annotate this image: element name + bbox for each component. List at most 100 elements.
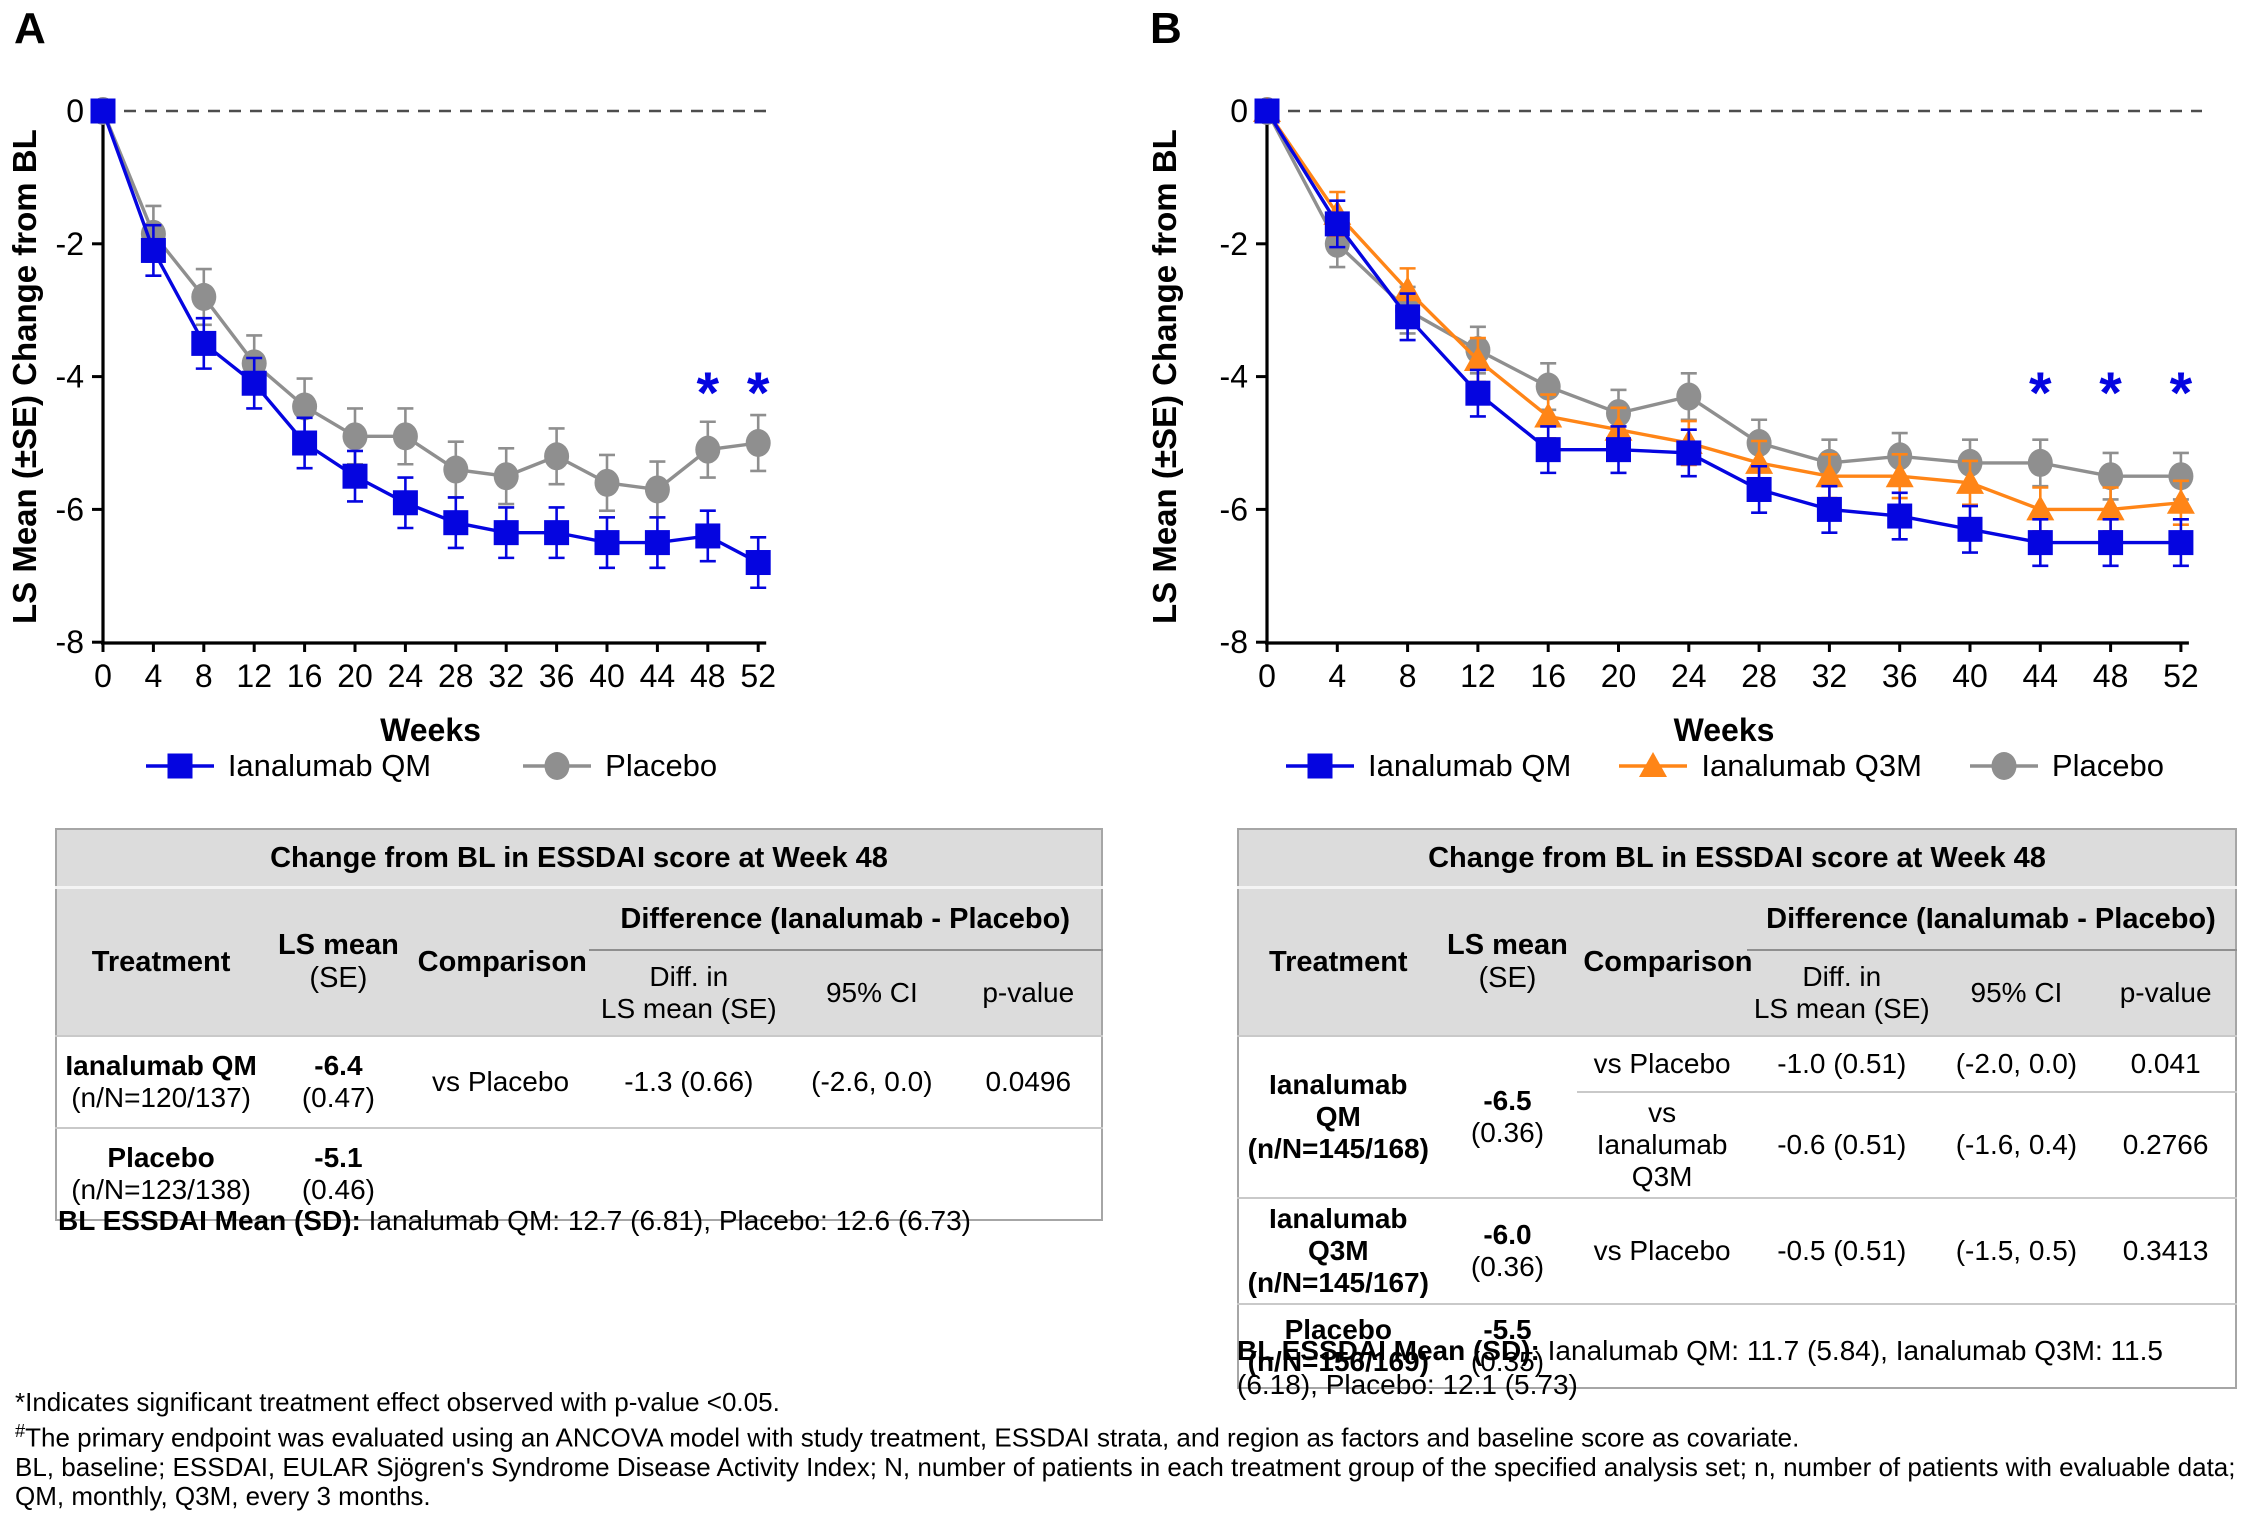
series-ianalumab-qm xyxy=(1254,98,2194,568)
x-tick-label: 36 xyxy=(1882,658,1918,694)
col-95ci: 95% CI xyxy=(788,950,956,1036)
table-title: Change from BL in ESSDAI score at Week 4… xyxy=(1238,829,2236,889)
col-ls-mean: LS mean (SE) xyxy=(265,887,412,1036)
panel-b-legend: Ianalumab QM Ianalumab Q3M Placebo xyxy=(1267,748,2181,784)
table-header-row: Treatment LS mean (SE) Comparison Differe… xyxy=(56,887,1102,1036)
diff-cell xyxy=(1746,1303,1937,1388)
table-title-row: Change from BL in ESSDAI score at Week 4… xyxy=(1238,829,2236,889)
y-tick-label: -8 xyxy=(56,624,84,660)
p-value-cell: 0.3413 xyxy=(2096,1197,2236,1304)
panel-b-label: B xyxy=(1150,4,1182,53)
diff-cell: -1.0 (0.51) xyxy=(1746,1035,1937,1092)
comparison-cell xyxy=(411,1127,590,1220)
col-p-value: p-value xyxy=(955,950,1102,1036)
panel-a-bl-note-text: Ianalumab QM: 12.7 (6.81), Placebo: 12.6… xyxy=(368,1205,971,1236)
x-tick-label: 12 xyxy=(236,658,272,694)
y-tick-label: -2 xyxy=(56,226,84,262)
p-value-cell xyxy=(955,1127,1102,1220)
ls-mean-cell: -6.4 (0.47) xyxy=(265,1035,412,1128)
col-diff-ls-mean: Diff. in LS mean (SE) xyxy=(589,950,789,1036)
x-tick-label: 4 xyxy=(1328,658,1346,694)
ci-cell: (-2.6, 0.0) xyxy=(788,1035,956,1128)
table-subrow: vs Ianalumab Q3M -0.6 (0.51) (-1.6, 0.4) 0.… xyxy=(1238,1091,2236,1198)
square-marker-icon xyxy=(145,753,214,779)
y-tick-label: -4 xyxy=(56,359,84,395)
ci-cell: (-1.6, 0.4) xyxy=(1936,1091,2097,1198)
panel-b-bl-note-label: BL ESSDAI Mean (SD): xyxy=(1237,1335,1540,1366)
ls-mean-cell: -5.5 (0.35) xyxy=(1437,1303,1578,1388)
ls-mean-cell: -6.0 (0.36) xyxy=(1437,1197,1578,1304)
y-tick-label: -4 xyxy=(1220,359,1248,395)
x-tick-label: 40 xyxy=(589,658,625,694)
diff-cell xyxy=(589,1127,789,1220)
x-tick-label: 8 xyxy=(1399,658,1417,694)
y-tick-label: 0 xyxy=(66,93,84,129)
footnote-line: QM, monthly, Q3M, every 3 months. xyxy=(15,1480,431,1511)
x-tick-label: 24 xyxy=(388,658,424,694)
x-tick-label: 16 xyxy=(287,658,323,694)
p-value-cell: 0.041 xyxy=(2096,1035,2236,1092)
table-subheader-row: Diff. in LS mean (SE) 95% CI p-value xyxy=(1238,950,2236,1036)
col-difference-group: Difference (Ianalumab - Placebo) xyxy=(1746,887,2236,951)
col-treatment: Treatment xyxy=(1238,887,1438,1036)
treatment-cell: Ianalumab QM (n/N=120/137) xyxy=(56,1035,266,1128)
treatment-cell: Ianalumab Q3M (n/N=145/167) xyxy=(1238,1197,1438,1304)
ci-cell xyxy=(788,1127,956,1220)
significance-asterisk: * xyxy=(2099,361,2122,426)
legend-item-placebo: Placebo xyxy=(521,748,717,784)
col-treatment: Treatment xyxy=(56,887,266,1036)
series-placebo xyxy=(90,97,771,519)
x-tick-label: 44 xyxy=(640,658,676,694)
x-tick-label: 0 xyxy=(1258,658,1276,694)
col-diff-ls-mean: Diff. in LS mean (SE) xyxy=(1746,950,1937,1036)
series-ianalumab-qm xyxy=(90,98,771,590)
results-table: Change from BL in ESSDAI score at Week 4… xyxy=(55,828,1103,1221)
x-tick-label: 20 xyxy=(1601,658,1637,694)
treatment-cell: Placebo (n/N=123/138) xyxy=(56,1127,266,1220)
significance-asterisk: * xyxy=(2170,361,2193,426)
legend-label: Placebo xyxy=(605,748,718,783)
triangle-marker-icon xyxy=(1619,752,1688,777)
x-tick-label: 52 xyxy=(2163,658,2199,694)
panel-a-x-axis-title: Weeks xyxy=(380,712,481,748)
table-row: Ianalumab Q3M (n/N=145/167) -6.0 (0.36) vs P… xyxy=(1238,1197,2236,1304)
p-value-cell xyxy=(2096,1303,2236,1388)
x-tick-label: 0 xyxy=(94,658,112,694)
diff-cell: -1.3 (0.66) xyxy=(589,1035,789,1128)
y-axis-title: LS Mean (±SE) Change from BL xyxy=(1146,129,1183,624)
panel-a-label: A xyxy=(14,4,46,53)
footnote-line: BL, baseline; ESSDAI, EULAR Sjögren's Sy… xyxy=(15,1451,2236,1482)
y-tick-label: -8 xyxy=(1220,624,1248,660)
table-title: Change from BL in ESSDAI score at Week 4… xyxy=(56,829,1102,889)
x-tick-label: 12 xyxy=(1460,658,1496,694)
treatment-cell: Placebo (n/N=156/169) xyxy=(1238,1303,1438,1388)
legend-item-placebo: Placebo xyxy=(1968,748,2164,784)
x-tick-label: 40 xyxy=(1952,658,1988,694)
x-tick-label: 36 xyxy=(539,658,575,694)
panel-b-x-axis-title: Weeks xyxy=(1673,712,1775,748)
ci-cell xyxy=(1936,1303,2097,1388)
comparison-cell xyxy=(1577,1303,1747,1388)
table-row: Placebo (n/N=123/138) -5.1 (0.46) xyxy=(56,1127,1102,1220)
x-tick-label: 28 xyxy=(1741,658,1777,694)
panel-b-bl-note: BL ESSDAI Mean (SD): Ianalumab QM: 11.7 … xyxy=(1237,1334,2217,1402)
x-tick-label: 48 xyxy=(2093,658,2129,694)
comparison-cell: vs Placebo xyxy=(1577,1035,1747,1092)
y-tick-label: -6 xyxy=(1220,491,1248,527)
ci-cell: (-1.5, 0.5) xyxy=(1936,1197,2097,1304)
col-comparison: Comparison xyxy=(411,887,590,1036)
table-row: Ianalumab QM (n/N=120/137) -6.4 (0.47) vs Pl… xyxy=(56,1035,1102,1128)
diff-cell: -0.6 (0.51) xyxy=(1746,1091,1937,1198)
legend-label: Ianalumab Q3M xyxy=(1701,748,1922,783)
x-tick-label: 16 xyxy=(1530,658,1566,694)
significance-asterisk: * xyxy=(697,361,720,426)
y-axis-title: LS Mean (±SE) Change from BL xyxy=(6,129,43,624)
results-table: Change from BL in ESSDAI score at Week 4… xyxy=(1237,828,2237,1389)
x-tick-label: 8 xyxy=(195,658,213,694)
col-ls-mean: LS mean (SE) xyxy=(1437,887,1578,1036)
footnote-line: *Indicates significant treatment effect … xyxy=(15,1387,780,1417)
p-value-cell: 0.0496 xyxy=(955,1035,1102,1128)
legend-item-ianalumab-q3m: Ianalumab Q3M xyxy=(1617,748,1922,784)
